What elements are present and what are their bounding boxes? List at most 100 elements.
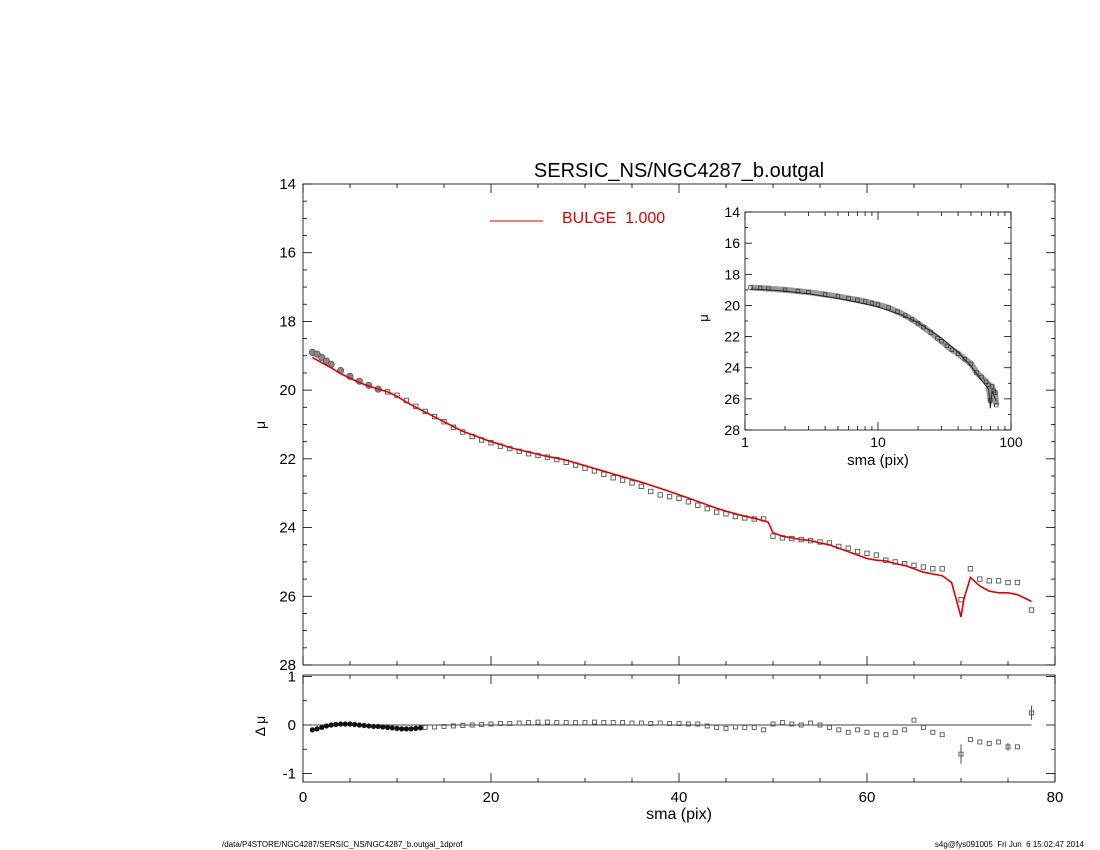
main-data-point bbox=[1028, 607, 1035, 613]
main-ylabel: μ bbox=[252, 421, 268, 429]
residual-data-point bbox=[892, 729, 898, 735]
main-y-tick-label: 22 bbox=[279, 451, 296, 468]
residual-data-point bbox=[930, 729, 936, 735]
main-data-point bbox=[601, 471, 607, 477]
chart-text-layer: SERSIC_NS/NGC4287_b.outgal BULGE 1.000 μ… bbox=[252, 160, 909, 823]
residual-data-point bbox=[526, 720, 532, 726]
residual-data-point bbox=[685, 721, 691, 727]
footer-timestamp: s4g@fys091005 Fri Jun 6 15:02:47 2014 bbox=[934, 840, 1084, 849]
main-data-point bbox=[986, 578, 992, 584]
residual-data-point bbox=[394, 725, 400, 731]
residual-data-point bbox=[610, 720, 616, 726]
residual-data-point bbox=[319, 724, 325, 731]
chart-title: SERSIC_NS/NGC4287_b.outgal bbox=[534, 160, 824, 182]
residual-x-tick-label: 20 bbox=[483, 789, 500, 806]
residual-data-point bbox=[620, 720, 626, 726]
residual-data-point bbox=[469, 722, 475, 728]
residual-x-tick-label: 40 bbox=[671, 789, 688, 806]
main-data-point bbox=[638, 483, 645, 489]
main-data-point bbox=[732, 513, 739, 520]
main-data-point bbox=[695, 502, 701, 508]
residual-data-point bbox=[516, 720, 522, 726]
main-y-tick-label: 16 bbox=[279, 245, 296, 262]
inset-xlabel: sma (pix) bbox=[847, 452, 909, 469]
residual-data-point bbox=[751, 724, 757, 730]
residual-data-point bbox=[770, 721, 776, 727]
residual-data-point bbox=[826, 724, 832, 730]
residual-data-point bbox=[403, 726, 409, 732]
residual-data-point bbox=[352, 721, 358, 728]
inset-data-point bbox=[988, 398, 993, 403]
residual-data-point bbox=[389, 725, 395, 731]
residual-xlabel: sma (pix) bbox=[646, 806, 712, 823]
main-data-point bbox=[854, 548, 861, 555]
residual-data-point bbox=[314, 726, 320, 732]
main-data-point bbox=[676, 495, 682, 502]
inset-y-tick-label: 14 bbox=[724, 204, 740, 220]
main-data-point bbox=[995, 578, 1002, 584]
main-data-point bbox=[920, 564, 927, 570]
residual-data-point bbox=[986, 740, 992, 746]
residual-data-point bbox=[967, 737, 973, 742]
residual-data-point bbox=[714, 724, 720, 730]
inset-data-point bbox=[886, 305, 891, 310]
residual-ylabel: Δ μ bbox=[252, 716, 268, 737]
inset-data-point bbox=[935, 335, 940, 341]
residual-data-point bbox=[648, 721, 654, 726]
residual-data-point bbox=[723, 725, 729, 731]
residual-data-point bbox=[333, 721, 339, 728]
residual-data-point bbox=[488, 721, 494, 727]
main-data-point bbox=[713, 509, 720, 515]
residual-data-point bbox=[432, 724, 438, 730]
inset-data-point bbox=[989, 384, 995, 389]
residual-data-point bbox=[338, 721, 344, 727]
residual-data-point bbox=[573, 720, 579, 726]
main-data-point bbox=[911, 562, 917, 569]
main-data-point bbox=[610, 475, 616, 481]
residual-data-point bbox=[817, 722, 823, 728]
inset-data-point bbox=[944, 343, 950, 349]
main-data-point bbox=[1014, 579, 1021, 586]
inset-y-tick-label: 26 bbox=[724, 391, 740, 407]
residual-data-point bbox=[798, 722, 804, 728]
residual-x-tick-label: 80 bbox=[1047, 789, 1064, 806]
main-data-point bbox=[666, 494, 673, 500]
main-y-tick-label: 14 bbox=[279, 176, 296, 193]
residual-data-point bbox=[629, 720, 635, 726]
residual-data-point bbox=[939, 732, 945, 738]
residual-data-point bbox=[544, 719, 550, 725]
inset-data-point bbox=[869, 300, 875, 306]
residual-data-point bbox=[873, 732, 879, 738]
residual-y-tick-label: 0 bbox=[288, 717, 296, 734]
inset-x-tick-label: 10 bbox=[870, 434, 886, 450]
residual-data-point bbox=[450, 723, 456, 729]
main-data-point bbox=[629, 480, 635, 486]
main-y-tick-label: 18 bbox=[279, 313, 296, 330]
residual-data-point bbox=[356, 722, 362, 728]
residual-data-point bbox=[638, 720, 644, 726]
residual-data-point bbox=[883, 732, 889, 738]
residual-data-point bbox=[479, 722, 485, 727]
inset-data-point bbox=[939, 339, 944, 344]
residual-data-point bbox=[761, 727, 767, 733]
residual-data-point bbox=[399, 726, 405, 732]
residual-x-tick-label: 60 bbox=[859, 789, 876, 806]
residual-data-point bbox=[977, 739, 983, 745]
residual-data-point bbox=[361, 722, 367, 729]
residual-data-point bbox=[676, 721, 682, 726]
residual-data-point bbox=[328, 722, 334, 728]
main-panel: 14 16 18 20 22 24 26 28 bbox=[279, 176, 1056, 674]
main-data-point bbox=[318, 354, 326, 362]
residual-data-point bbox=[855, 727, 861, 733]
inset-data-band bbox=[750, 284, 1000, 406]
main-data-point bbox=[845, 545, 851, 551]
residual-data-point bbox=[366, 723, 372, 729]
inset-data-point bbox=[992, 390, 998, 395]
residual-data-point bbox=[535, 719, 541, 725]
inset-data-point bbox=[962, 357, 968, 362]
residual-data-point bbox=[1029, 710, 1034, 716]
residual-data-point bbox=[380, 724, 386, 730]
residual-data-point bbox=[695, 721, 701, 727]
inset-y-tick-label: 20 bbox=[724, 297, 740, 313]
